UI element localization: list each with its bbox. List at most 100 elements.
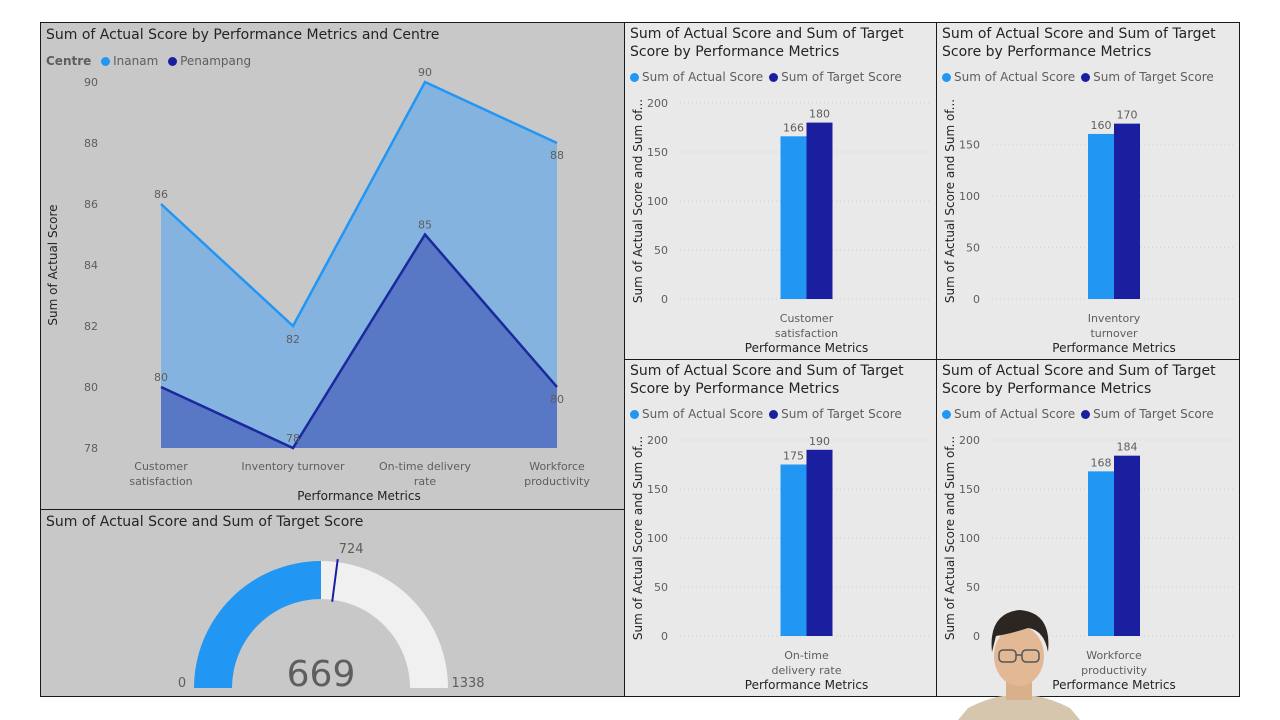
x-tick-label: productivity <box>524 475 590 488</box>
legend-item-sum-of-actual-score[interactable]: Sum of Actual Score <box>942 407 1075 421</box>
y-tick-label: 90 <box>84 76 98 89</box>
legend-dot <box>769 73 779 82</box>
bar-sum-of-actual-score <box>1088 471 1114 636</box>
legend-item-sum-of-actual-score[interactable]: Sum of Actual Score <box>630 407 763 421</box>
legend-label: Sum of Actual Score <box>954 70 1076 84</box>
bar-chart-legend: Sum of Actual Score Sum of Target Score <box>942 70 1220 84</box>
gauge-remaining-arc <box>321 561 448 688</box>
gauge-min-label: 0 <box>178 676 186 691</box>
y-tick-label: 88 <box>84 137 98 150</box>
gauge-target-label: 724 <box>339 542 364 557</box>
legend-label: Sum of Actual Score <box>642 407 764 421</box>
y-tick-label: 100 <box>959 532 980 545</box>
gauge-title: Sum of Actual Score and Sum of Target Sc… <box>46 514 364 530</box>
legend-item-inanam[interactable]: Inanam <box>101 54 158 68</box>
series-line-inanam <box>160 80 558 329</box>
data-label-penampang: 78 <box>286 432 300 445</box>
bar-chart-title: Sum of Actual Score and Sum of Target Sco… <box>942 362 1216 398</box>
bar-chart-plot: 0 50 100 150 200 166 180 Customer satisfactionPe… <box>631 97 931 355</box>
y-tick-label: 80 <box>84 381 98 394</box>
gauge-value-arc <box>194 561 321 688</box>
y-tick-label: 150 <box>959 138 980 151</box>
legend-item-sum-of-target-score[interactable]: Sum of Target Score <box>1081 70 1214 84</box>
data-label-inanam: 88 <box>550 149 564 162</box>
data-label-inanam: 82 <box>286 333 300 346</box>
y-tick-label: 82 <box>84 320 98 333</box>
bar-chart-title-line1: Sum of Actual Score and Sum of Target <box>630 363 904 379</box>
legend-dot <box>1081 73 1091 82</box>
bar-sum-of-actual-score <box>780 464 807 636</box>
bar-chart-title-line1: Sum of Actual Score and Sum of Target <box>630 26 904 42</box>
legend-label: Sum of Actual Score <box>642 70 764 84</box>
y-tick-label: 50 <box>966 581 980 594</box>
y-tick-label: 50 <box>654 581 668 594</box>
legend-label-penampang: Penampang <box>180 54 252 68</box>
data-label-inanam: 86 <box>154 188 168 201</box>
bar-data-label: 175 <box>783 450 804 463</box>
legend-label: Sum of Target Score <box>1093 407 1214 421</box>
x-tick-label: turnover <box>1090 327 1138 340</box>
x-axis-title: Performance Metrics <box>297 489 420 503</box>
x-tick-label: Customer <box>780 312 834 325</box>
bar-chart-title: Sum of Actual Score and Sum of Target Sco… <box>942 25 1216 61</box>
area-chart-legend: Centre Inanam Penampang <box>46 54 257 68</box>
gauge-panel: Sum of Actual Score and Sum of Target Sc… <box>40 509 625 697</box>
bar-chart-title: Sum of Actual Score and Sum of Target Sco… <box>630 362 904 398</box>
x-tick-label: Customer <box>134 460 188 473</box>
y-tick-label: 100 <box>959 190 980 203</box>
area-chart-plot: 78 80 82 84 86 88 90 86 82 90 88 80 78 85 80 Customer sa… <box>46 66 590 503</box>
bar-data-label: 190 <box>809 435 830 448</box>
data-label-penampang: 85 <box>418 219 432 232</box>
bar-chart-legend: Sum of Actual Score Sum of Target Score <box>630 70 908 84</box>
bar-chart-title-line2: Score by Performance Metrics <box>630 381 840 397</box>
data-label-penampang: 80 <box>154 371 168 384</box>
y-tick-label: 100 <box>647 195 668 208</box>
y-tick-label: 50 <box>654 244 668 257</box>
x-tick-label: satisfaction <box>129 475 192 488</box>
bar-sum-of-target-score <box>1114 123 1140 299</box>
bar-sum-of-target-score <box>806 122 833 299</box>
data-label-penampang: 80 <box>550 393 564 406</box>
y-tick-label: 100 <box>647 532 668 545</box>
y-tick-label: 86 <box>84 198 98 211</box>
bar-chart-title-line2: Score by Performance Metrics <box>630 44 840 60</box>
x-tick-label: satisfaction <box>775 327 838 340</box>
bar-data-label: 160 <box>1091 119 1112 132</box>
bar-chart-plot: 0 50 100 150 200 175 190 On-time delivery ratePe… <box>631 434 931 692</box>
bar-chart-panel-workforce-productivity: Sum of Actual Score and Sum of Target Sco… <box>936 359 1240 697</box>
legend-dot <box>630 410 639 419</box>
y-tick-label: 150 <box>647 146 668 159</box>
legend-item-sum-of-actual-score[interactable]: Sum of Actual Score <box>942 70 1075 84</box>
legend-item-sum-of-target-score[interactable]: Sum of Target Score <box>769 70 902 84</box>
bar-chart-title-line2: Score by Performance Metrics <box>942 44 1152 60</box>
x-tick-label: Inventory <box>1088 312 1141 325</box>
x-axis-title: Performance Metrics <box>745 341 868 355</box>
y-tick-label: 200 <box>647 97 668 110</box>
y-tick-label: 78 <box>84 442 98 455</box>
bar-data-label: 166 <box>783 121 804 134</box>
bar-data-label: 170 <box>1117 109 1138 122</box>
y-axis-title: Sum of Actual Score and Sum of... <box>943 436 957 640</box>
y-axis-title: Sum of Actual Score and Sum of... <box>631 99 645 303</box>
area-chart-title: Sum of Actual Score by Performance Metri… <box>46 27 440 43</box>
y-tick-label: 150 <box>647 483 668 496</box>
x-tick-label: delivery rate <box>771 664 841 677</box>
bar-data-label: 168 <box>1091 456 1112 469</box>
bar-sum-of-target-score <box>1114 455 1140 636</box>
x-tick-label: Workforce <box>529 460 585 473</box>
legend-label: Sum of Target Score <box>781 70 902 84</box>
x-axis-title: Performance Metrics <box>1052 678 1175 692</box>
bar-sum-of-actual-score <box>780 136 807 299</box>
bar-sum-of-target-score <box>806 449 833 636</box>
legend-item-penampang[interactable]: Penampang <box>168 54 251 68</box>
legend-item-sum-of-actual-score[interactable]: Sum of Actual Score <box>630 70 763 84</box>
bar-sum-of-actual-score <box>1088 133 1114 299</box>
legend-item-sum-of-target-score[interactable]: Sum of Target Score <box>1081 407 1214 421</box>
gauge-chart: 724 669 0 1338 <box>178 542 485 695</box>
x-tick-label: Workforce <box>1086 649 1142 662</box>
x-tick-label: rate <box>414 475 437 488</box>
bar-chart-panel-on-time-delivery: Sum of Actual Score and Sum of Target Sco… <box>624 359 937 697</box>
x-axis-title: Performance Metrics <box>1052 341 1175 355</box>
legend-item-sum-of-target-score[interactable]: Sum of Target Score <box>769 407 902 421</box>
bar-chart-title-line1: Sum of Actual Score and Sum of Target <box>942 26 1216 42</box>
